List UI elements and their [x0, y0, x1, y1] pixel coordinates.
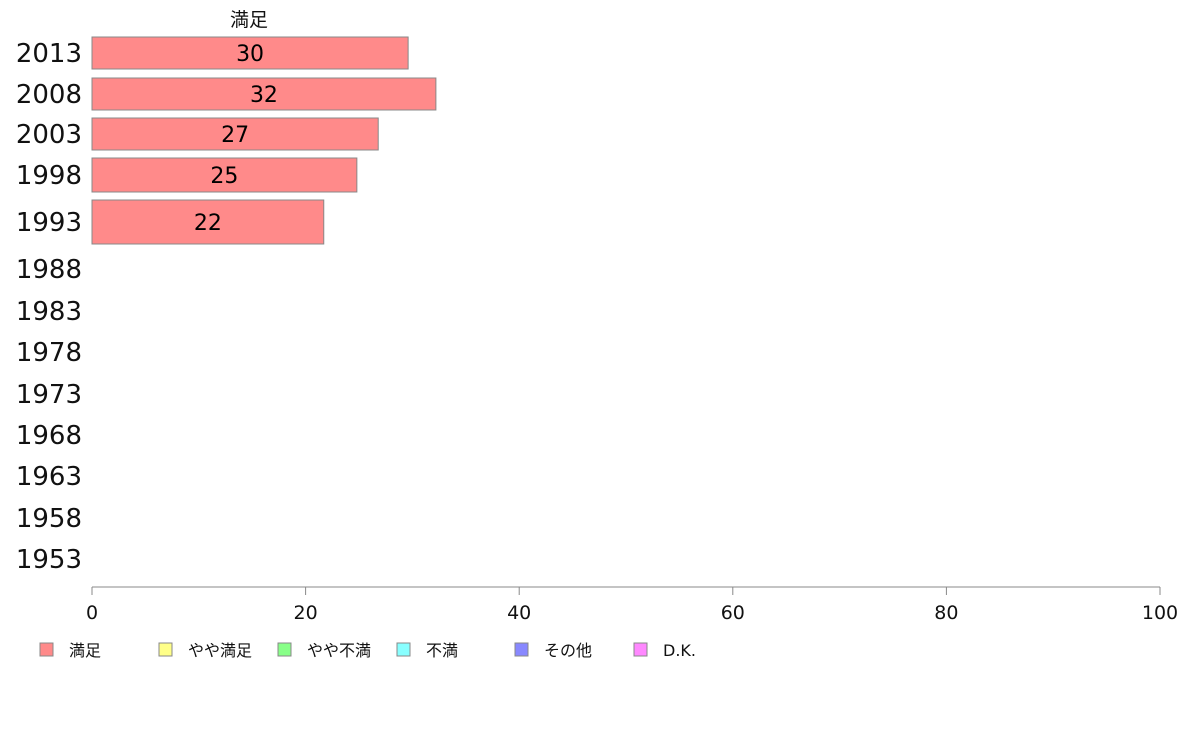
- bar-value-label: 30: [236, 42, 264, 67]
- x-tick-label: 60: [721, 602, 745, 624]
- bar: [91, 157, 358, 193]
- y-tick-label: 1963: [16, 462, 82, 492]
- x-tick-label: 0: [86, 602, 98, 624]
- y-tick-label: 1973: [16, 380, 82, 410]
- y-tick-label: 1968: [16, 421, 82, 451]
- y-tick-label: 1983: [16, 297, 82, 327]
- x-tick-label: 80: [934, 602, 958, 624]
- bar-value-label: 25: [210, 164, 238, 189]
- y-tick-label: 1978: [16, 338, 82, 368]
- legend-label: 満足: [69, 641, 101, 660]
- legend-swatch: [39, 642, 54, 657]
- y-tick-label: 1998: [16, 161, 82, 191]
- bar: [91, 199, 325, 245]
- bar: [91, 36, 409, 70]
- legend-label: やや不満: [307, 641, 371, 660]
- bar: [91, 117, 379, 151]
- bar: [91, 77, 437, 111]
- y-tick-label: 1993: [16, 208, 82, 238]
- y-tick-label: 2013: [16, 39, 82, 69]
- y-tick-label: 1953: [16, 545, 82, 575]
- x-tick-label: 40: [507, 602, 531, 624]
- y-tick-label: 2003: [16, 120, 82, 150]
- legend-label: 不満: [426, 641, 458, 660]
- legend-label: その他: [544, 641, 592, 660]
- legend-swatch: [158, 642, 173, 657]
- legend-swatch: [633, 642, 648, 657]
- x-tick-label: 100: [1142, 602, 1178, 624]
- bar-value-label: 22: [194, 211, 222, 236]
- x-tick-label: 20: [294, 602, 318, 624]
- legend: 満足 やや満足 やや不満 不満 その他 D.K.: [39, 641, 696, 660]
- bar-value-label: 27: [221, 123, 249, 148]
- y-tick-label: 1958: [16, 504, 82, 534]
- legend-label: D.K.: [663, 641, 696, 660]
- x-axis: 0 20 40 60 80 100: [86, 586, 1178, 624]
- y-tick-label: 2008: [16, 80, 82, 110]
- legend-label: やや満足: [188, 641, 252, 660]
- legend-swatch: [277, 642, 292, 657]
- y-axis-labels: 2013 2008 2003 1998 1993 1988 1983 1978 1973 1968…: [16, 39, 82, 575]
- y-tick-label: 1988: [16, 255, 82, 285]
- bar-value-label: 32: [250, 83, 278, 108]
- legend-swatch: [514, 642, 529, 657]
- legend-swatch: [396, 642, 411, 657]
- column-label: 満足: [230, 9, 268, 31]
